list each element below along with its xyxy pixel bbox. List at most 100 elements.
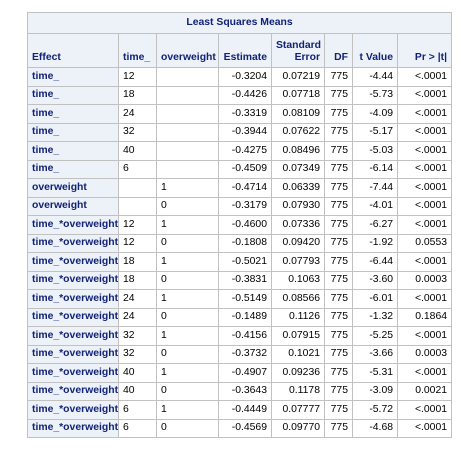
cell-t-value: -1.92 [352,233,398,253]
cell-overweight [156,159,219,179]
cell-time: 40 [118,141,157,161]
cell-t-value: -4.68 [352,418,398,438]
cell-t-value: -6.01 [352,289,398,309]
table-row: time_*overweight 24 1 -0.5149 0.08566 775 -6.0… [27,289,453,309]
column-header-t-value: t Value [352,33,398,68]
cell-standard-error: 0.09236 [271,363,325,383]
table-row: time_*overweight 40 0 -0.3643 0.1178 775 -3.09… [27,381,453,401]
cell-df: 775 [324,196,353,216]
cell-t-value: -5.25 [352,326,398,346]
cell-t-value: -4.44 [352,67,398,87]
cell-df: 775 [324,67,353,87]
cell-df: 775 [324,252,353,272]
cell-effect: time_*overweight [27,252,119,272]
cell-time: 18 [118,270,157,290]
cell-effect: time_*overweight [27,307,119,327]
cell-overweight [156,141,219,161]
cell-standard-error: 0.06339 [271,178,325,198]
cell-overweight: 0 [156,381,219,401]
cell-standard-error: 0.09770 [271,418,325,438]
column-header-estimate: Estimate [218,33,272,68]
cell-t-value: -4.01 [352,196,398,216]
cell-standard-error: 0.07718 [271,85,325,105]
cell-standard-error: 0.08566 [271,289,325,309]
cell-overweight: 1 [156,289,219,309]
table-row: overweight 1 -0.4714 0.06339 775 -7.44 <.0001 [27,178,453,198]
cell-overweight: 1 [156,215,219,235]
cell-time: 6 [118,159,157,179]
cell-df: 775 [324,104,353,124]
cell-df: 775 [324,270,353,290]
cell-standard-error: 0.1021 [271,344,325,364]
table-row: time_ 12 -0.3204 0.07219 775 -4.44 <.0001 [27,67,453,87]
cell-standard-error: 0.07930 [271,196,325,216]
table-row: time_*overweight 18 1 -0.5021 0.07793 775 -6.4… [27,252,453,272]
cell-p-value: 0.1864 [396,307,453,327]
cell-p-value: <.0001 [396,122,453,142]
cell-df: 775 [324,363,353,383]
cell-estimate: -0.4426 [218,85,272,105]
column-header-df: DF [324,33,353,68]
cell-p-value: <.0001 [396,196,453,216]
cell-time: 40 [118,363,157,383]
cell-estimate: -0.4569 [218,418,272,438]
cell-p-value: <.0001 [396,289,453,309]
cell-p-value: <.0001 [396,141,453,161]
standard-error-line2: Error [294,52,320,63]
cell-effect: time_*overweight [27,381,119,401]
cell-df: 775 [324,159,353,179]
least-squares-means-table: Least Squares Means Effect time_ overwei… [26,12,453,438]
cell-df: 775 [324,233,353,253]
cell-estimate: -0.4714 [218,178,272,198]
cell-p-value: <.0001 [396,67,453,87]
cell-p-value: <.0001 [396,363,453,383]
cell-effect: time_*overweight [27,289,119,309]
cell-overweight: 0 [156,418,219,438]
cell-effect: time_*overweight [27,400,119,420]
cell-t-value: -5.72 [352,400,398,420]
table-row: time_*overweight 24 0 -0.1489 0.1126 775 -1.32… [27,307,453,327]
table-row: time_*overweight 32 1 -0.4156 0.07915 775 -5.2… [27,326,453,346]
cell-overweight [156,85,219,105]
column-header-effect: Effect [27,33,119,68]
cell-df: 775 [324,418,353,438]
table-row: time_ 40 -0.4275 0.08496 775 -5.03 <.0001 [27,141,453,161]
cell-time [118,178,157,198]
cell-standard-error: 0.09420 [271,233,325,253]
cell-estimate: -0.4449 [218,400,272,420]
cell-standard-error: 0.1126 [271,307,325,327]
column-header-time: time_ [118,33,157,68]
cell-time: 18 [118,85,157,105]
cell-estimate: -0.4156 [218,326,272,346]
cell-estimate: -0.3319 [218,104,272,124]
cell-time: 32 [118,326,157,346]
cell-overweight: 1 [156,363,219,383]
cell-standard-error: 0.07349 [271,159,325,179]
cell-t-value: -5.73 [352,85,398,105]
cell-t-value: -3.60 [352,270,398,290]
cell-df: 775 [324,141,353,161]
cell-time [118,196,157,216]
cell-p-value: <.0001 [396,400,453,420]
cell-effect: time_ [27,159,119,179]
cell-standard-error: 0.07219 [271,67,325,87]
cell-t-value: -5.31 [352,363,398,383]
cell-effect: overweight [27,178,119,198]
column-header-standard-error: Standard Error [271,33,325,68]
cell-t-value: -3.66 [352,344,398,364]
cell-df: 775 [324,326,353,346]
column-header-overweight: overweight [156,33,219,68]
cell-effect: time_*overweight [27,233,119,253]
cell-overweight: 1 [156,326,219,346]
cell-time: 18 [118,252,157,272]
cell-estimate: -0.4275 [218,141,272,161]
cell-estimate: -0.3643 [218,381,272,401]
table-row: time_*overweight 40 1 -0.4907 0.09236 775 -5.3… [27,363,453,383]
table-title: Least Squares Means [26,12,453,34]
cell-estimate: -0.4600 [218,215,272,235]
cell-p-value: <.0001 [396,418,453,438]
cell-effect: time_*overweight [27,418,119,438]
cell-standard-error: 0.1063 [271,270,325,290]
least-squares-means-table-container: Least Squares Means Effect time_ overwei… [26,12,453,438]
cell-standard-error: 0.1178 [271,381,325,401]
